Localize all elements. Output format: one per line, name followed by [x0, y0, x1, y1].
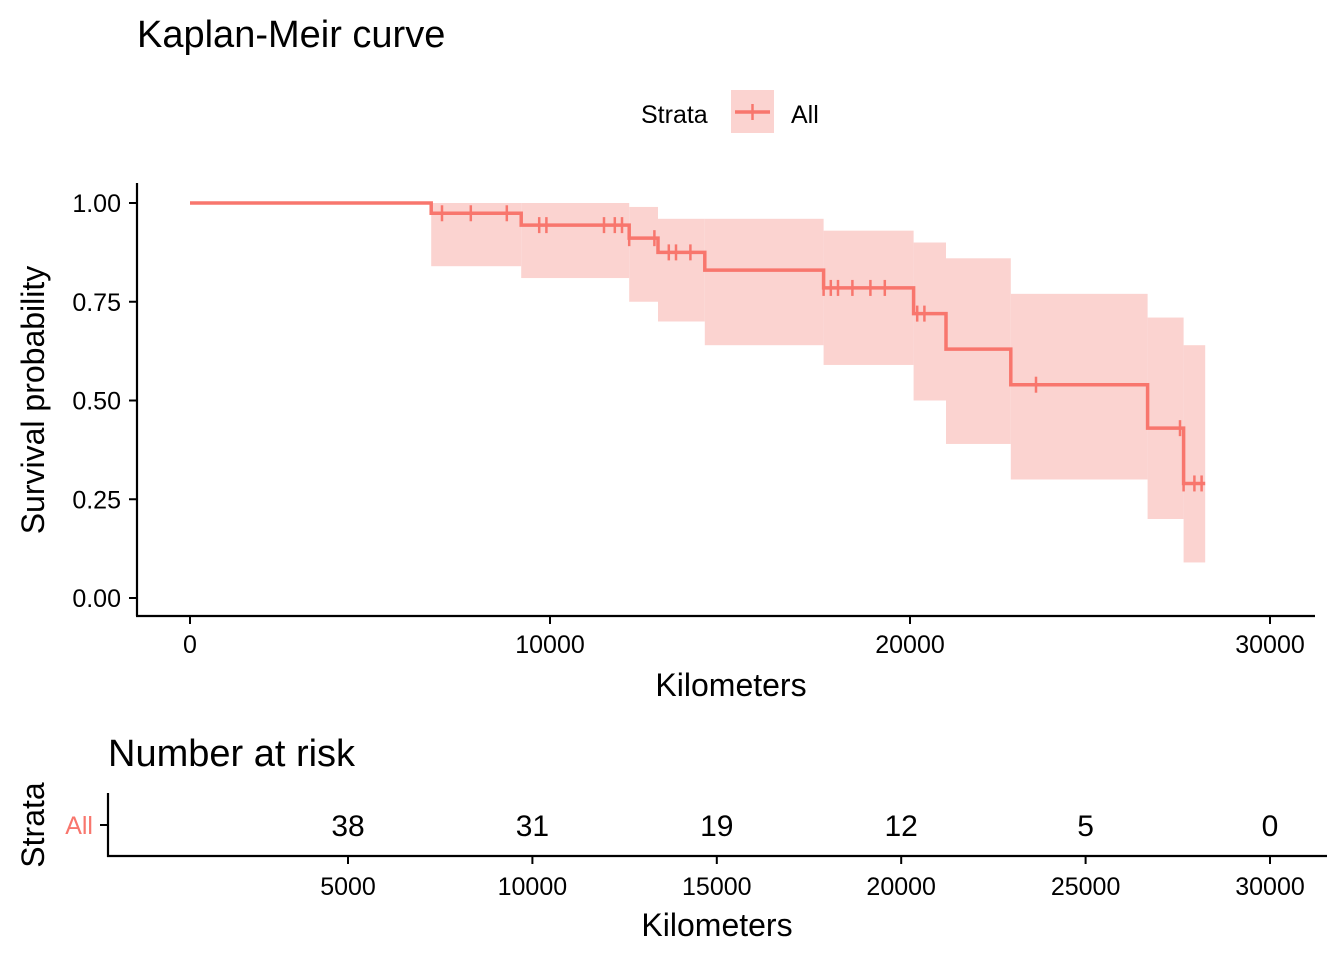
- km-plot: 0.00 0.25 0.50 0.75 1.00 0 10000 20000 30000 Ki…: [15, 183, 1315, 703]
- risk-row-label: All: [65, 812, 93, 840]
- x-tick-label: 30000: [1235, 631, 1305, 659]
- y-tick-label: 0.50: [72, 388, 121, 416]
- x-axis-label: Kilometers: [655, 667, 806, 703]
- risk-table: Number at risk All 38 31 19 12 5 0 5000 10000 1…: [15, 733, 1327, 943]
- risk-x-axis-label: Kilometers: [641, 907, 792, 943]
- legend-title: Strata: [641, 101, 708, 129]
- y-axis-label: Survival probability: [15, 266, 51, 535]
- risk-table-title: Number at risk: [108, 733, 356, 775]
- risk-x-tick-label: 25000: [1051, 873, 1121, 901]
- y-tick-label: 0.75: [72, 289, 121, 317]
- band-segment: [658, 218, 705, 322]
- band-segment: [1147, 317, 1184, 519]
- risk-y-axis-label: Strata: [15, 782, 51, 868]
- risk-count: 31: [516, 810, 549, 843]
- band-segment: [521, 203, 630, 279]
- risk-counts: 38 31 19 12 5 0: [331, 810, 1278, 843]
- risk-count: 0: [1262, 810, 1279, 843]
- band-segment: [1010, 293, 1148, 480]
- x-axis-ticks: 0 10000 20000 30000: [183, 616, 1305, 659]
- y-tick-label: 1.00: [72, 190, 121, 218]
- band-segment: [629, 206, 658, 302]
- risk-count: 5: [1077, 810, 1094, 843]
- band-segment: [823, 230, 914, 365]
- risk-x-tick-label: 5000: [320, 873, 376, 901]
- risk-x-tick-label: 30000: [1235, 873, 1305, 901]
- legend: Strata All: [641, 90, 819, 133]
- confidence-band: [431, 203, 1206, 563]
- y-tick-label: 0.25: [72, 486, 121, 514]
- band-segment: [946, 258, 1011, 444]
- y-axis-ticks: 0.00 0.25 0.50 0.75 1.00: [72, 190, 137, 613]
- survival-curve: [190, 201, 1206, 486]
- risk-x-axis-ticks: 5000 10000 15000 20000 25000 30000: [320, 856, 1305, 901]
- censor-marks: [440, 205, 1203, 492]
- risk-x-tick-label: 10000: [498, 873, 568, 901]
- risk-x-tick-label: 20000: [866, 873, 936, 901]
- band-segment: [704, 218, 824, 346]
- risk-count: 12: [885, 810, 918, 843]
- legend-entry-all: All: [791, 101, 819, 129]
- x-tick-label: 20000: [875, 631, 945, 659]
- chart-title: Kaplan-Meir curve: [137, 14, 445, 56]
- x-tick-label: 0: [183, 631, 197, 659]
- x-tick-label: 10000: [515, 631, 585, 659]
- band-segment: [913, 242, 946, 401]
- risk-x-tick-label: 15000: [682, 873, 752, 901]
- risk-count: 19: [700, 810, 733, 843]
- risk-count: 38: [331, 810, 364, 843]
- band-segment: [1183, 345, 1206, 563]
- y-tick-label: 0.00: [72, 585, 121, 613]
